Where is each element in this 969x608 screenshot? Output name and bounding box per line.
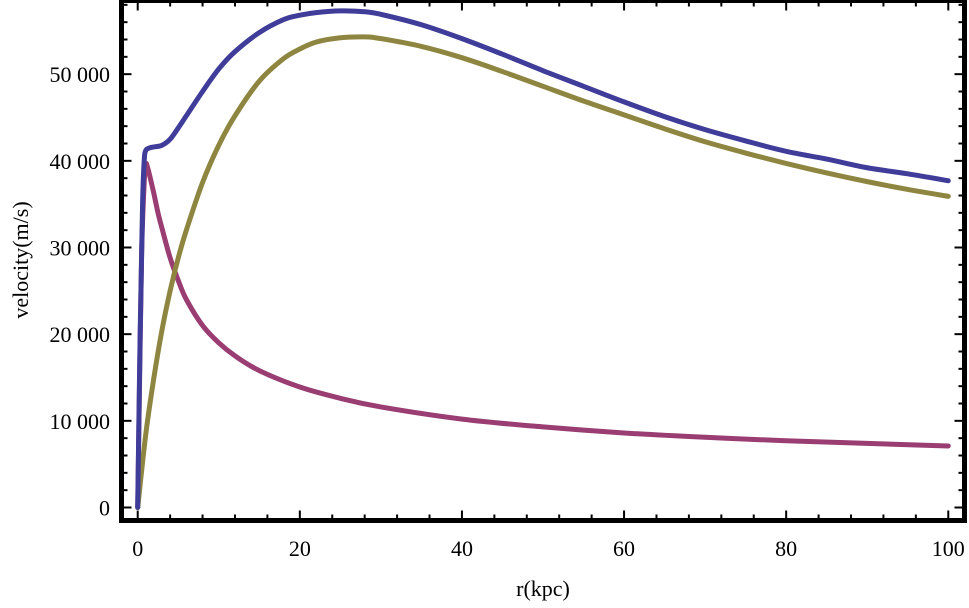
x-tick-label: 100 [932, 536, 965, 561]
x-tick-label: 60 [613, 536, 635, 561]
series-line-total [135, 8, 951, 510]
plot-frame [119, 0, 967, 523]
series-layer [135, 8, 951, 510]
y-tick-label: 40 000 [50, 149, 111, 174]
series-line-disk [135, 160, 951, 510]
y-axis-title: velocity(m/s) [8, 201, 33, 318]
x-tick-label: 0 [132, 536, 143, 561]
x-axis-title: r(kpc) [516, 576, 570, 601]
x-tick-label: 80 [775, 536, 797, 561]
y-tick-label: 0 [99, 496, 110, 521]
y-tick-label: 50 000 [50, 62, 111, 87]
x-tick-label: 20 [289, 536, 311, 561]
y-tick-label: 30 000 [50, 236, 111, 261]
y-tick-label: 20 000 [50, 322, 111, 347]
x-tick-label: 40 [451, 536, 473, 561]
y-tick-label: 10 000 [50, 409, 111, 434]
series-line-halo [135, 34, 951, 510]
labels-layer: 0 20 40 60 80 100 0 10 000 20 000 30 000 40 000 50 … [50, 62, 965, 561]
